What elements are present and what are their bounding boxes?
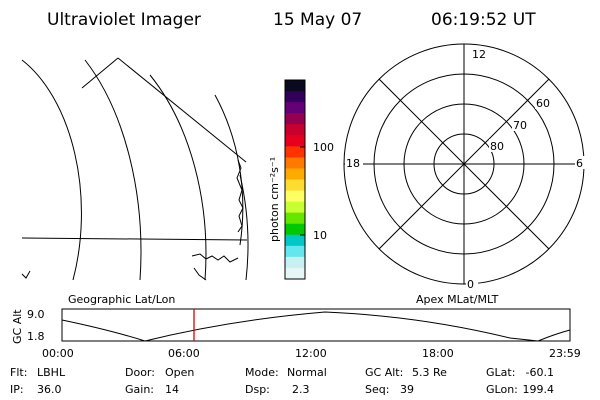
colorbar: 100 10 photon cm⁻²s⁻¹ [268, 79, 334, 280]
dsp-value: 2.3 [292, 383, 310, 396]
mode-value: Normal [287, 366, 327, 379]
gain-value: 14 [165, 383, 179, 396]
gcalt-label: GC Alt: [365, 366, 403, 379]
latitude-arc [149, 74, 207, 281]
colorbar-unit-label: photon cm⁻²s⁻¹ [268, 157, 281, 242]
altitude-plot-frame [61, 308, 571, 342]
meridian-line [21, 237, 248, 241]
mlt-label-0: 0 [467, 278, 474, 291]
glat-value: -60.1 [526, 366, 554, 379]
latitude-arc [214, 94, 244, 246]
door-label: Door: [125, 366, 155, 379]
flt-value: LBHL [37, 366, 66, 379]
coastline [193, 267, 207, 281]
colorbar-swatch [285, 256, 305, 269]
ip-label: IP: [10, 383, 24, 396]
time-tick-label: 18:00 [422, 347, 454, 360]
seq-value: 39 [400, 383, 414, 396]
colorbar-swatch [285, 245, 305, 258]
colorbar-swatch [285, 267, 305, 280]
mlt-label-6: 6 [576, 157, 583, 170]
colorbar-swatch [285, 212, 305, 225]
colorbar-swatch [285, 102, 305, 114]
colorbar-swatch [285, 201, 305, 214]
image-time: 06:19:52 UT [431, 10, 536, 30]
latitude-arc [84, 59, 142, 281]
ip-value: 36.0 [37, 383, 62, 396]
mlt-label-18: 18 [346, 157, 360, 170]
image-date: 15 May 07 [273, 10, 362, 30]
coastline [21, 270, 31, 279]
latitude-arc [239, 174, 249, 281]
time-tick-label: 23:59 [549, 347, 581, 360]
colorbar-swatch [285, 91, 305, 103]
coastline [236, 159, 244, 233]
time-tick-label: 12:00 [295, 347, 327, 360]
mode-label: Mode: [245, 366, 279, 379]
colorbar-swatch [285, 146, 305, 158]
latitude-arc [21, 59, 82, 281]
flt-label: Flt: [10, 366, 27, 379]
altitude-tick-label: 1.8 [27, 330, 45, 343]
colorbar-frame [284, 79, 306, 280]
gcalt-value: 5.3 Re [412, 366, 447, 379]
glon-value: 199.4 [523, 383, 555, 396]
mlat-label-60: 60 [536, 97, 550, 110]
glon-label: GLon: [486, 383, 518, 396]
apex-label: Apex MLat/MLT [416, 293, 499, 306]
mlat-label-80: 80 [490, 140, 504, 153]
colorbar-swatch [285, 190, 305, 203]
mlt-label-12: 12 [472, 48, 486, 61]
door-value: Open [165, 366, 194, 379]
altitude-curve [61, 311, 571, 342]
apex-polar-plot [343, 43, 585, 285]
colorbar-swatch [285, 168, 305, 181]
time-tick-label: 06:00 [168, 347, 200, 360]
colorbar-swatch [285, 157, 305, 170]
time-tick-label: 00:00 [42, 347, 74, 360]
polar-labels: 12 6 18 0 60 70 80 [345, 47, 587, 291]
colorbar-swatch [285, 80, 305, 92]
polar-diagonal [378, 78, 550, 250]
geographic-map [21, 57, 249, 281]
dsp-label: Dsp: [245, 383, 270, 396]
instrument-title: Ultraviolet Imager [47, 10, 201, 30]
glat-label: GLat: [486, 366, 515, 379]
meridian-line [117, 57, 247, 163]
seq-label: Seq: [365, 383, 389, 396]
colorbar-swatch [285, 113, 305, 125]
mlat-label-70: 70 [513, 119, 527, 132]
colorbar-swatch [285, 223, 305, 236]
altitude-timeline: GC Alt 9.0 1.8 00:00 06:00 12:00 18:00 2… [11, 308, 581, 360]
colorbar-swatch [285, 234, 305, 247]
altitude-tick-label: 9.0 [27, 308, 45, 321]
coastline [191, 253, 239, 263]
colorbar-swatch [285, 135, 305, 147]
geographic-label: Geographic Lat/Lon [68, 293, 175, 306]
status-panel: Flt: LBHL IP: 36.0 Door: Open Gain: 14 M… [10, 366, 554, 396]
colorbar-swatch [285, 179, 305, 192]
colorbar-tick-label: 10 [313, 229, 327, 242]
colorbar-swatch [285, 124, 305, 136]
gain-label: Gain: [125, 383, 154, 396]
meridian-line [81, 57, 119, 89]
altitude-axis-title: GC Alt [11, 309, 24, 344]
colorbar-tick-label: 100 [313, 141, 334, 154]
